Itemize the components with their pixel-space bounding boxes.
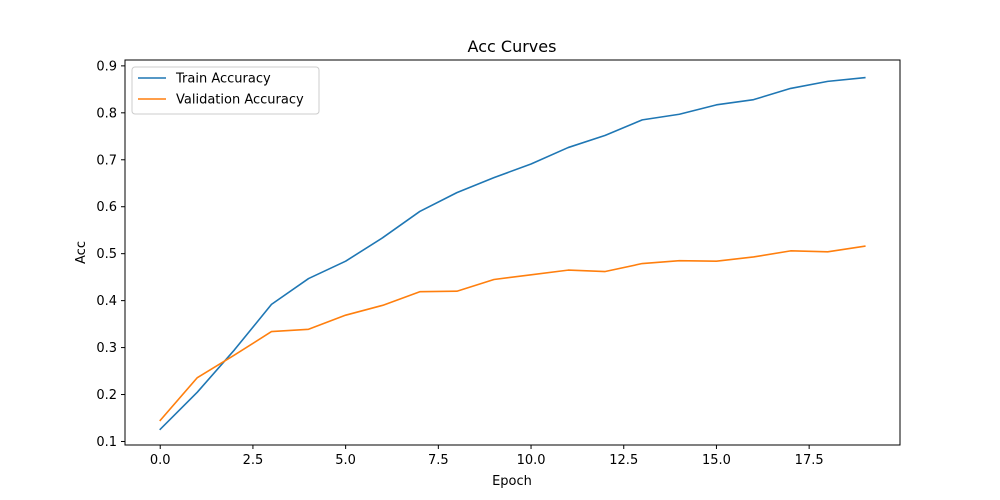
x-tick-label: 5.0 <box>335 453 356 468</box>
y-tick-label: 0.9 <box>96 59 117 74</box>
x-tick-label: 12.5 <box>609 453 638 468</box>
y-tick-label: 0.8 <box>96 106 117 121</box>
y-tick-label: 0.5 <box>96 247 117 262</box>
legend: Train Accuracy Validation Accuracy <box>131 66 320 115</box>
x-axis-ticks: 0.0 2.5 5.0 7.5 10.0 12.5 15.0 17.5 <box>150 445 824 468</box>
series-line-validation-accuracy <box>159 245 866 422</box>
chart-title: Acc Curves <box>468 37 557 56</box>
x-tick-label: 10.0 <box>517 453 546 468</box>
y-tick-label: 0.7 <box>96 153 117 168</box>
x-tick-label: 2.5 <box>243 453 264 468</box>
legend-label: Validation Accuracy <box>176 93 304 108</box>
y-axis-ticks: 0.1 0.2 0.3 0.4 0.5 0.6 0.7 0.8 0.9 <box>96 59 125 450</box>
y-tick-label: 0.4 <box>96 294 117 309</box>
y-tick-label: 0.3 <box>96 341 117 356</box>
x-tick-label: 15.0 <box>702 453 731 468</box>
x-tick-label: 0.0 <box>150 453 171 468</box>
x-tick-label: 7.5 <box>428 453 449 468</box>
series-line-train-accuracy <box>159 76 866 431</box>
x-tick-label: 17.5 <box>795 453 824 468</box>
y-tick-label: 0.1 <box>96 435 117 450</box>
legend-box <box>131 66 320 115</box>
y-axis-title: Acc <box>74 241 89 264</box>
y-tick-label: 0.6 <box>96 200 117 215</box>
y-tick-label: 0.2 <box>96 388 117 403</box>
plot-frame <box>124 59 901 446</box>
plot-lines <box>159 76 866 431</box>
x-axis-title: Epoch <box>492 474 532 489</box>
legend-label: Train Accuracy <box>175 72 271 87</box>
